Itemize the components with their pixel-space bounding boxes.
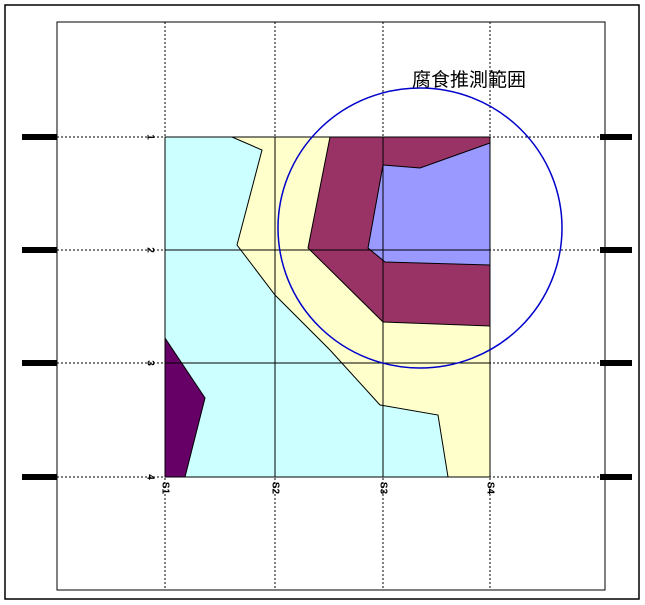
column-label: S4 <box>484 482 495 495</box>
column-label: S1 <box>159 482 170 495</box>
contours <box>164 136 491 478</box>
column-label: S2 <box>269 482 280 495</box>
outer-frame <box>4 4 640 600</box>
row-label: 1 <box>144 134 155 140</box>
column-label: S3 <box>377 482 388 495</box>
row-label: 3 <box>144 360 155 366</box>
side-ticks <box>22 134 632 480</box>
corrosion-circle <box>277 87 563 369</box>
inner-frame <box>56 21 606 591</box>
row-label: 2 <box>144 247 155 253</box>
row-label: 4 <box>144 474 155 480</box>
plot-grid <box>164 136 491 478</box>
annotation: 腐食推測範囲 <box>412 69 526 91</box>
